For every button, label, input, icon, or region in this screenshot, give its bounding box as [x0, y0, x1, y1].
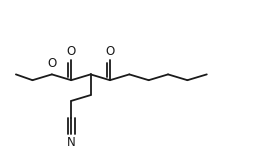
Text: O: O: [67, 45, 76, 58]
Text: N: N: [67, 136, 76, 149]
Text: O: O: [105, 45, 115, 58]
Text: O: O: [47, 57, 56, 70]
